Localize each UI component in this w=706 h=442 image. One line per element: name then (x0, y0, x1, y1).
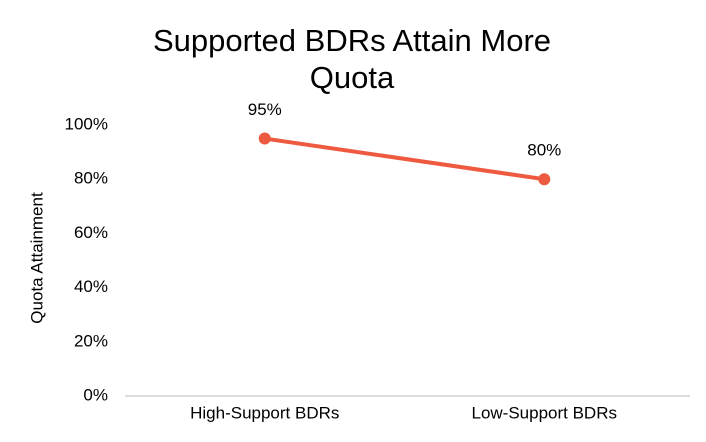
x-tick-label: Low-Support BDRs (471, 403, 617, 422)
data-label: 80% (527, 141, 561, 160)
data-point (538, 173, 551, 186)
y-tick-label: 100% (65, 114, 108, 133)
y-tick-label: 20% (74, 331, 108, 350)
y-tick-label: 40% (74, 277, 108, 296)
x-tick-label: High-Support BDRs (190, 403, 339, 422)
data-label: 95% (248, 100, 282, 119)
y-axis-label: Quota Attainment (27, 192, 46, 324)
data-point (258, 132, 271, 145)
data-line (264, 136, 545, 182)
y-tick-label: 0% (83, 385, 108, 404)
y-tick-label: 80% (74, 169, 108, 188)
y-tick-label: 60% (74, 223, 108, 242)
chart-title: Supported BDRs Attain More Quota (152, 23, 552, 95)
